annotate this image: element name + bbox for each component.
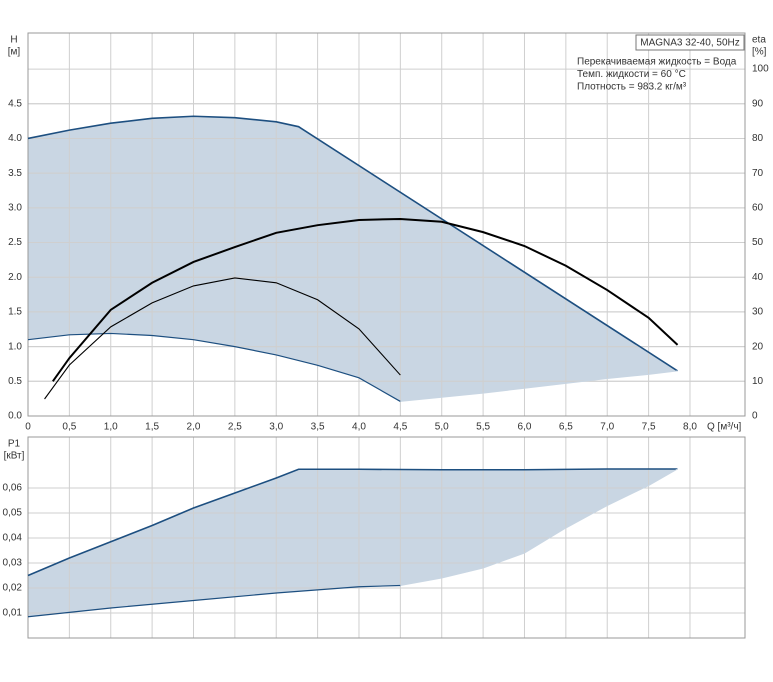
y2-tick-label: 20	[752, 341, 764, 352]
eta-curve	[44, 277, 401, 400]
y-tick-label: 4.0	[8, 133, 22, 144]
x-tick-label: 5,5	[476, 422, 490, 433]
plot-frame	[27, 32, 746, 417]
envelope-lower	[27, 584, 401, 618]
x-tick-label: 6,0	[518, 422, 532, 433]
x-tick-label: 4,5	[393, 422, 407, 433]
y-tick-label: 0,04	[3, 533, 23, 544]
y-tick-label: 0,01	[3, 608, 23, 619]
y-tick-label: 4.5	[8, 98, 22, 109]
y2-tick-label: 70	[752, 168, 764, 179]
x-tick-label: 1,5	[145, 422, 159, 433]
y-tick-label: 0.5	[8, 376, 22, 387]
envelope-limit	[400, 468, 678, 586]
y-axis-unit: [кВт]	[4, 451, 25, 462]
x-tick-label: 3,5	[311, 422, 325, 433]
y2-axis-label: eta	[752, 35, 766, 46]
y2-tick-label: 50	[752, 237, 764, 248]
eta-curve	[52, 217, 679, 382]
x-tick-label: 2,0	[187, 422, 201, 433]
x-tick-label: 7,5	[642, 422, 656, 433]
y2-tick-label: 90	[752, 98, 764, 109]
x-tick-label: 4,0	[352, 422, 366, 433]
y-tick-label: 1.0	[8, 341, 22, 352]
y-tick-label: 0.0	[8, 411, 22, 422]
plot-layer	[27, 32, 746, 417]
y-axis-unit: [м]	[8, 47, 21, 58]
envelope-fill	[28, 116, 678, 402]
y-tick-label: 0,05	[3, 508, 23, 519]
y-tick-label: 3.5	[8, 168, 22, 179]
y2-tick-label: 0	[752, 411, 758, 422]
label-layer: 0 0,5 1,0 1,5 2,0 2,5 3,0 3,5 4,0 4,5 5,0 5,5 6,0 6,5…	[8, 35, 769, 433]
x-tick-label: 7,0	[600, 422, 614, 433]
x-tick-label: 1,0	[104, 422, 118, 433]
envelope-upper	[27, 468, 678, 577]
x-axis-label: Q [м³/ч]	[707, 422, 742, 433]
y2-axis-unit: [%]	[752, 47, 767, 58]
x-tick-label: 8,0	[683, 422, 697, 433]
y-tick-label: 3.0	[8, 202, 22, 213]
y-tick-label: 0,02	[3, 583, 23, 594]
y2-tick-label: 30	[752, 307, 764, 318]
y2-tick-label: 100	[752, 64, 769, 75]
y-tick-label: 1.5	[8, 307, 22, 318]
chart-title: MAGNA3 32-40, 50Hz	[640, 38, 740, 49]
y-tick-label: 0,03	[3, 558, 23, 569]
x-tick-label: 0	[25, 422, 31, 433]
x-tick-label: 5,0	[435, 422, 449, 433]
y2-tick-label: 10	[752, 376, 764, 387]
y-tick-label: 0,06	[3, 483, 23, 494]
y-axis-label: P1	[8, 439, 21, 450]
y2-tick-label: 60	[752, 202, 764, 213]
y-axis-label: H	[10, 35, 17, 46]
x-tick-label: 3,0	[269, 422, 283, 433]
x-tick-label: 6,5	[559, 422, 573, 433]
y2-tick-label: 40	[752, 272, 764, 283]
y-tick-label: 2.5	[8, 237, 22, 248]
title-box	[635, 34, 745, 51]
label-layer: 0,01 0,02 0,03 0,04 0,05 0,06 P1[кВт]	[3, 439, 678, 619]
annotation: Перекачиваемая жидкость = Вода	[577, 57, 737, 68]
envelope-limit	[400, 370, 678, 402]
annotation: Плотность = 983.2 кг/м³	[577, 82, 687, 93]
x-tick-label: 2,5	[228, 422, 242, 433]
annotation: Темп. жидкости = 60 °C	[577, 69, 686, 80]
x-tick-label: 0,5	[62, 422, 76, 433]
y-tick-label: 2.0	[8, 272, 22, 283]
y2-tick-label: 80	[752, 133, 764, 144]
plot-layer	[27, 436, 746, 639]
envelope-fill	[28, 469, 678, 617]
envelope-upper	[27, 115, 678, 372]
plot-frame	[27, 436, 746, 639]
